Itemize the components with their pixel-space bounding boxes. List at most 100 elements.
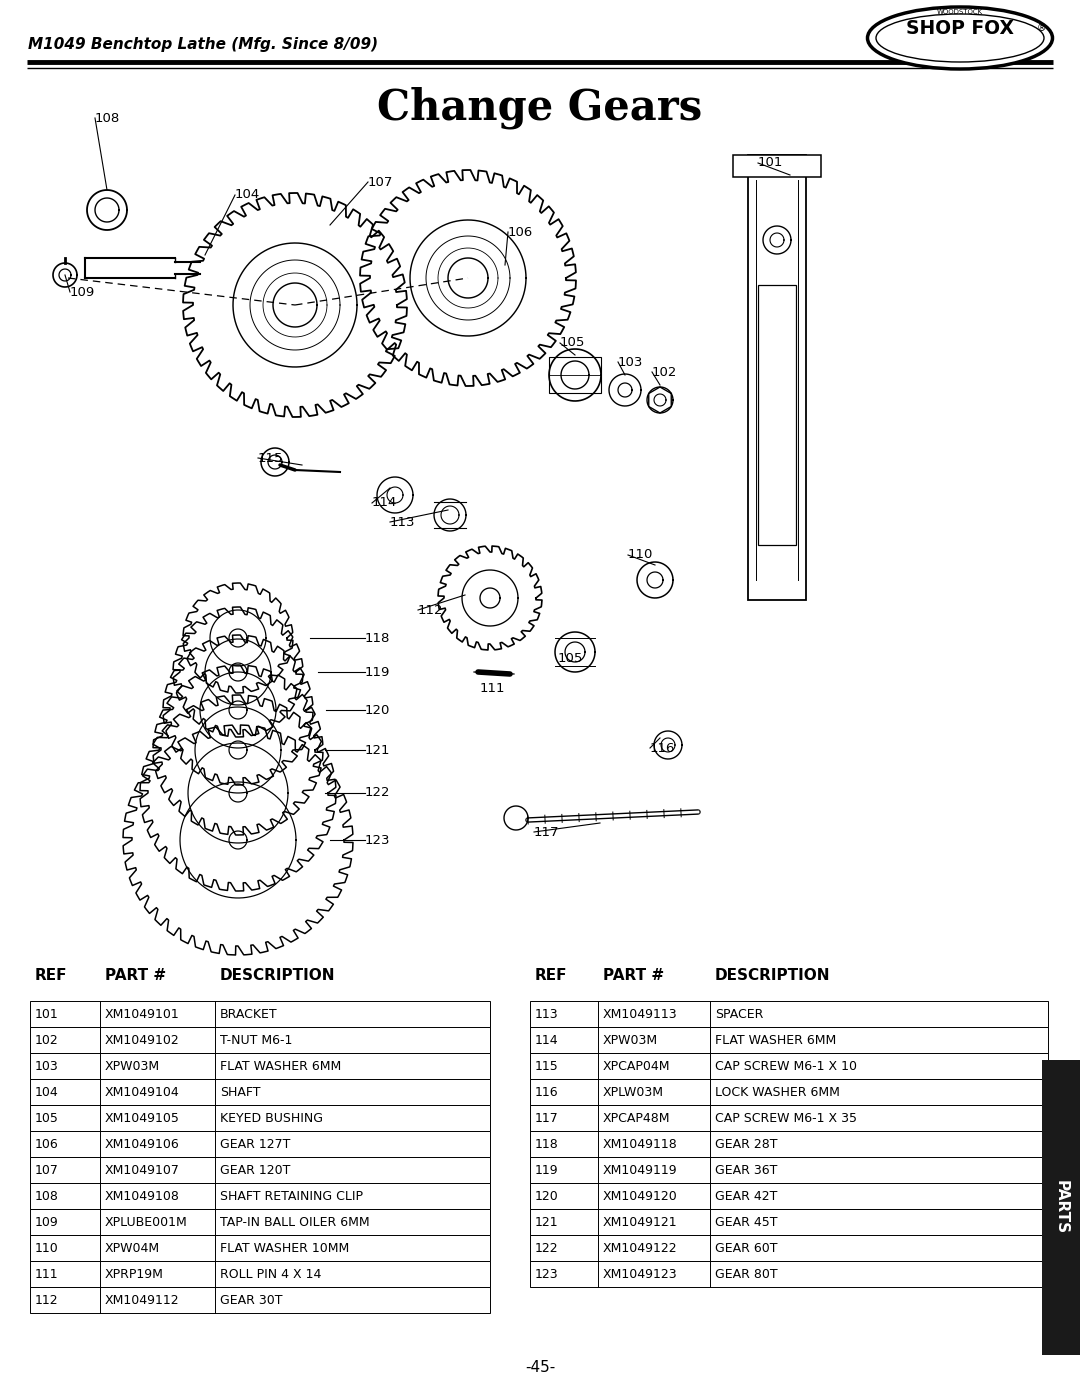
Text: GEAR 60T: GEAR 60T [715,1242,778,1255]
Bar [30,1002,490,1027]
Text: GEAR 127T: GEAR 127T [220,1137,291,1151]
Bar [30,1027,490,1053]
Text: XM1049104: XM1049104 [105,1085,179,1098]
Text: 101: 101 [35,1007,58,1020]
Text: Change Gears: Change Gears [377,87,703,130]
Text: 103: 103 [618,355,644,369]
Text: 115: 115 [258,451,283,464]
Bar [30,1105,490,1132]
Text: XM1049106: XM1049106 [105,1137,179,1151]
Text: 101: 101 [758,156,783,169]
Text: 118: 118 [365,631,390,644]
Bar [30,1132,490,1157]
Text: XM1049101: XM1049101 [105,1007,179,1020]
Text: 106: 106 [35,1137,58,1151]
Text: GEAR 80T: GEAR 80T [715,1267,778,1281]
Text: 114: 114 [535,1034,558,1046]
Bar [30,1261,490,1287]
Text: SHAFT: SHAFT [220,1085,260,1098]
Text: GEAR 36T: GEAR 36T [715,1164,778,1176]
Text: 118: 118 [535,1137,558,1151]
Text: LOCK WASHER 6MM: LOCK WASHER 6MM [715,1085,840,1098]
Text: GEAR 28T: GEAR 28T [715,1137,778,1151]
Text: 110: 110 [627,549,653,562]
Text: SPACER: SPACER [715,1007,764,1020]
Text: 112: 112 [35,1294,58,1306]
Bar [530,1078,1048,1105]
Text: T-NUT M6-1: T-NUT M6-1 [220,1034,293,1046]
Bar [530,1027,1048,1053]
Text: 108: 108 [95,112,120,124]
Text: 104: 104 [35,1085,58,1098]
Text: GEAR 42T: GEAR 42T [715,1189,778,1203]
Text: 104: 104 [235,189,260,201]
Text: 122: 122 [535,1242,558,1255]
Text: XPCAP04M: XPCAP04M [603,1059,671,1073]
Text: XPRP19M: XPRP19M [105,1267,164,1281]
Text: 117: 117 [534,826,559,838]
Text: 108: 108 [35,1189,59,1203]
Bar [30,1183,490,1208]
Text: 109: 109 [35,1215,58,1228]
Bar [30,1078,490,1105]
Text: 122: 122 [365,787,391,799]
Text: 116: 116 [650,742,675,754]
Text: CAP SCREW M6-1 X 35: CAP SCREW M6-1 X 35 [715,1112,858,1125]
Text: XM1049105: XM1049105 [105,1112,180,1125]
Bar [530,1002,1048,1027]
Text: 111: 111 [35,1267,58,1281]
Text: XM1049121: XM1049121 [603,1215,677,1228]
Text: 103: 103 [35,1059,58,1073]
Text: PART #: PART # [105,968,166,982]
Text: 115: 115 [535,1059,558,1073]
Text: XPCAP48M: XPCAP48M [603,1112,671,1125]
Bar [748,155,806,599]
Text: XPW04M: XPW04M [105,1242,160,1255]
Text: -45-: -45- [525,1361,555,1376]
Text: 114: 114 [372,496,397,510]
Bar [530,1157,1048,1183]
Text: 112: 112 [418,604,444,616]
Text: GEAR 30T: GEAR 30T [220,1294,283,1306]
Bar [758,285,796,545]
Text: TAP-IN BALL OILER 6MM: TAP-IN BALL OILER 6MM [220,1215,369,1228]
Text: 123: 123 [535,1267,558,1281]
Text: 120: 120 [365,704,390,717]
Text: XPLUBE001M: XPLUBE001M [105,1215,188,1228]
Text: 107: 107 [35,1164,59,1176]
Text: REF: REF [535,968,567,982]
Text: CAP SCREW M6-1 X 10: CAP SCREW M6-1 X 10 [715,1059,858,1073]
Text: FLAT WASHER 6MM: FLAT WASHER 6MM [220,1059,341,1073]
Text: XM1049123: XM1049123 [603,1267,677,1281]
Text: XPW03M: XPW03M [105,1059,160,1073]
Bar [30,1208,490,1235]
Text: GEAR 45T: GEAR 45T [715,1215,778,1228]
Text: XM1049108: XM1049108 [105,1189,180,1203]
Text: 113: 113 [535,1007,558,1020]
Text: XM1049119: XM1049119 [603,1164,677,1176]
Text: 121: 121 [535,1215,558,1228]
Bar [530,1132,1048,1157]
Text: 105: 105 [558,651,583,665]
Text: XM1049112: XM1049112 [105,1294,179,1306]
Text: XM1049107: XM1049107 [105,1164,180,1176]
Text: M1049 Benchtop Lathe (Mfg. Since 8/09): M1049 Benchtop Lathe (Mfg. Since 8/09) [28,38,378,53]
Text: FLAT WASHER 6MM: FLAT WASHER 6MM [715,1034,836,1046]
Text: XPW03M: XPW03M [603,1034,658,1046]
Bar [1042,1060,1080,1355]
Text: XM1049102: XM1049102 [105,1034,179,1046]
Bar [530,1105,1048,1132]
Text: 117: 117 [535,1112,558,1125]
Bar [530,1235,1048,1261]
Text: 107: 107 [368,176,393,189]
Bar [530,1183,1048,1208]
Bar [530,1053,1048,1078]
Bar [30,1235,490,1261]
Text: XM1049120: XM1049120 [603,1189,678,1203]
Text: BRACKET: BRACKET [220,1007,278,1020]
Text: 105: 105 [35,1112,59,1125]
Text: 106: 106 [508,225,534,239]
Text: REF: REF [35,968,67,982]
Text: WOODSTOCK: WOODSTOCK [937,8,983,15]
Text: SHOP FOX: SHOP FOX [906,18,1014,38]
